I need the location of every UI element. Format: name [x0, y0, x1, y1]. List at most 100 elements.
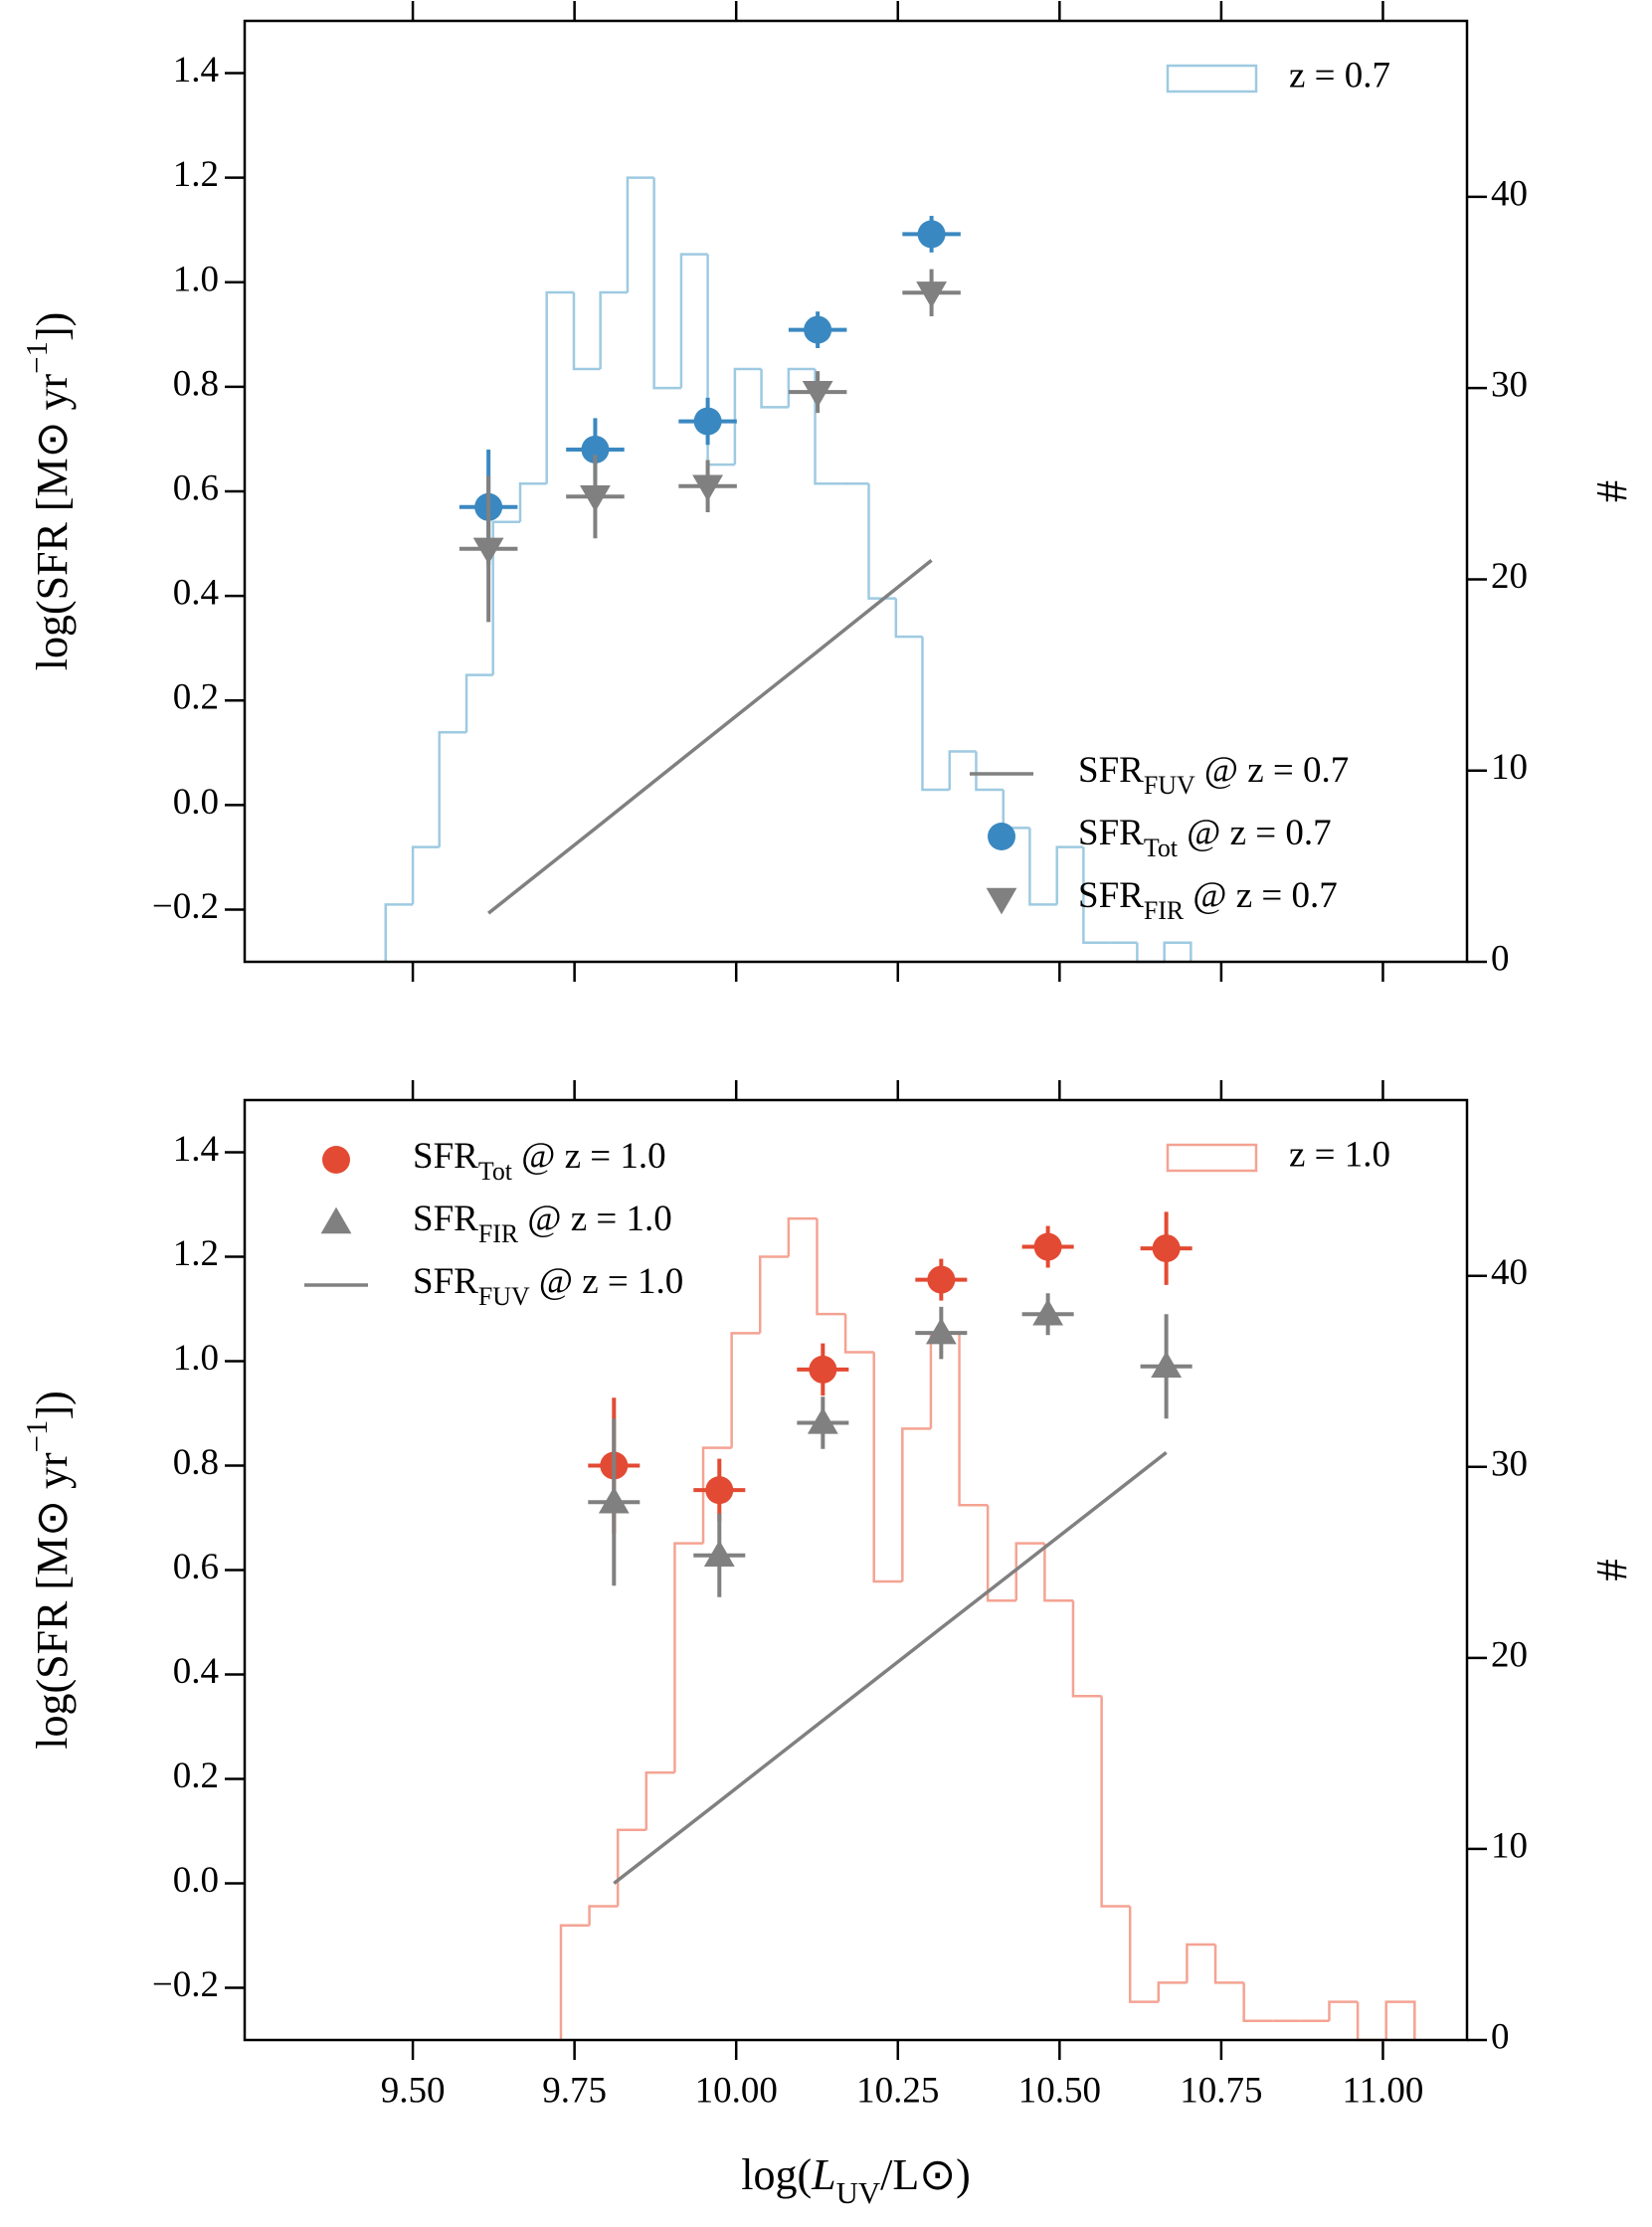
- hist-bin: [1100, 1696, 1131, 1908]
- hist-bin: [679, 253, 708, 389]
- hist-bin: [588, 1905, 619, 1926]
- x-tick-label: 9.50: [381, 2070, 446, 2111]
- hist-bin: [948, 750, 977, 790]
- hist-bin: [901, 1427, 931, 1582]
- hist-bin: [673, 1542, 704, 1773]
- hist-bin: [787, 1216, 818, 1257]
- y-tick-label: 1.4: [173, 1129, 219, 1170]
- y-tick-label: 1.4: [173, 50, 219, 91]
- y2-tick-label: 30: [1491, 365, 1528, 406]
- y-tick-label: 0.0: [173, 782, 219, 823]
- legend-label: SFRFIR @ z = 0.7: [1078, 875, 1338, 925]
- hist-bin: [1157, 1981, 1188, 2002]
- x-tick-label: 10.00: [695, 2070, 778, 2111]
- point: [916, 281, 947, 308]
- y2-tick-label: 40: [1491, 1252, 1528, 1293]
- point: [598, 1486, 630, 1514]
- point: [802, 380, 833, 408]
- hist-bin: [438, 731, 467, 847]
- hist-bin: [1356, 2001, 1386, 2042]
- hist-bin: [760, 368, 789, 409]
- point: [925, 1317, 957, 1345]
- hist-bin: [652, 177, 681, 390]
- y2-axis-label: #: [1587, 480, 1636, 502]
- hist-bin: [1028, 828, 1057, 906]
- legend-label: SFRTot @ z = 0.7: [1078, 813, 1332, 862]
- x-tick-label: 10.50: [1018, 2070, 1101, 2111]
- legend-marker: [320, 1206, 352, 1234]
- hist-bin: [816, 1218, 846, 1316]
- hist-bin: [730, 1332, 761, 1448]
- y-tick-label: 0.2: [173, 1756, 219, 1796]
- hist-bin: [1002, 789, 1030, 830]
- legend-label: SFRFUV @ z = 1.0: [413, 1261, 683, 1311]
- point: [809, 1355, 837, 1384]
- legend-label: SFRFIR @ z = 1.0: [413, 1199, 672, 1248]
- hist-bin: [1055, 845, 1084, 905]
- y-tick-label: 0.8: [173, 363, 219, 404]
- y-tick-label: 1.0: [173, 259, 219, 299]
- hist-bin: [701, 1446, 732, 1544]
- hist-bin: [626, 176, 654, 293]
- y-tick-label: 0.2: [173, 677, 219, 718]
- hist-bin: [958, 1333, 989, 1507]
- hist-bin: [559, 1924, 590, 2040]
- point: [927, 1265, 956, 1294]
- hist-bin: [644, 1770, 675, 1830]
- y2-tick-label: 0: [1491, 2016, 1510, 2057]
- y-tick-label: 1.2: [173, 154, 219, 195]
- point: [692, 474, 723, 502]
- hist-bin: [464, 673, 493, 733]
- hist-bin: [572, 292, 601, 371]
- hist-bin: [894, 598, 923, 639]
- hist-bin: [518, 482, 547, 522]
- hist-bin: [1014, 1542, 1045, 1601]
- y2-tick-label: 0: [1491, 938, 1510, 979]
- point: [917, 220, 946, 249]
- hist-bin: [1163, 941, 1193, 962]
- y-axis-label: log(SFR [M⊙ yr−1]): [20, 312, 77, 671]
- point: [804, 315, 832, 344]
- hist-bin: [599, 290, 628, 369]
- y2-tick-label: 30: [1491, 1443, 1528, 1484]
- legend-label: SFRFUV @ z = 0.7: [1078, 750, 1349, 800]
- hist-bin: [733, 367, 762, 465]
- x-tick-label: 10.25: [856, 2070, 939, 2111]
- hist-bin: [1071, 1600, 1102, 1698]
- line: [487, 559, 933, 915]
- y2-tick-label: 10: [1491, 1825, 1528, 1866]
- legend-label: SFRTot @ z = 1.0: [413, 1136, 666, 1186]
- point: [703, 1540, 735, 1567]
- point: [1032, 1298, 1064, 1326]
- point: [580, 485, 611, 512]
- hist-bin: [1082, 846, 1111, 945]
- point: [693, 407, 722, 436]
- hist-bin: [545, 290, 574, 484]
- hist-bin: [1136, 942, 1165, 964]
- x-axis-label: log(LUV/L⊙): [741, 2150, 970, 2210]
- hist-bin: [1213, 1944, 1244, 1984]
- hist-bin: [787, 367, 816, 408]
- hist-bin: [1384, 2000, 1416, 2040]
- legend-label: z = 1.0: [1289, 1134, 1390, 1175]
- hist-bin: [1328, 2000, 1359, 2021]
- hist-bin: [759, 1255, 789, 1334]
- hist-bin: [384, 903, 414, 962]
- hist-bin: [1186, 1943, 1216, 1983]
- x-tick-label: 9.75: [542, 2070, 607, 2111]
- line: [613, 1451, 1168, 1885]
- hist-bin: [872, 1352, 903, 1583]
- legend-swatch: [1166, 1143, 1258, 1173]
- plot-frame: [243, 1098, 1469, 2042]
- y-tick-label: −0.2: [152, 1964, 219, 2005]
- y-tick-label: 0.4: [173, 1651, 219, 1692]
- x-tick-label: 10.75: [1180, 2070, 1262, 2111]
- hist-bin: [843, 1314, 874, 1354]
- hist-bin: [1242, 1982, 1273, 2023]
- hist-bin: [814, 368, 842, 485]
- legend-swatch: [1166, 64, 1258, 93]
- y-tick-label: 1.0: [173, 1338, 219, 1379]
- y2-tick-label: 20: [1491, 556, 1528, 597]
- y2-tick-label: 10: [1491, 747, 1528, 788]
